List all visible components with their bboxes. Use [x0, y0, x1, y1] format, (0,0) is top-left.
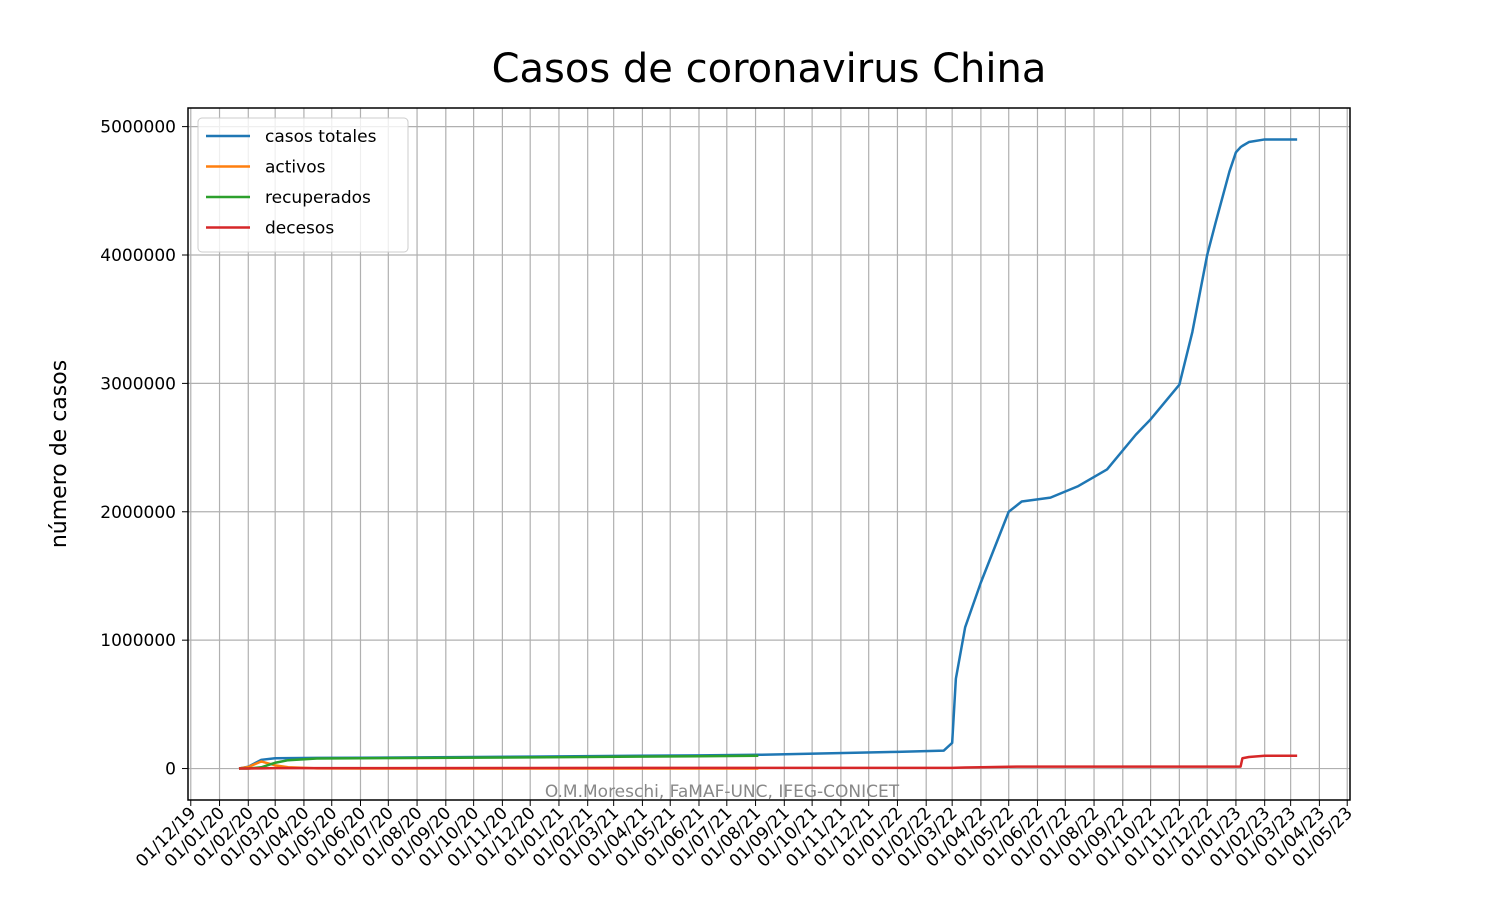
legend-box [197, 117, 409, 253]
lines [238, 138, 1298, 770]
legend-label: activos [265, 158, 326, 178]
series-line [239, 754, 1298, 770]
y-tick-label: 1000000 [100, 631, 176, 651]
watermark: O.M.Moreschi, FaMAF-UNC, IFEG-CONICET [545, 782, 900, 802]
chart-title: Casos de coronavirus China [492, 46, 1047, 92]
legend: casos totales activos recuperados decesos [197, 117, 409, 253]
legend-label: decesos [265, 219, 334, 239]
legend-label: recuperados [265, 188, 371, 208]
y-tick-label: 5000000 [100, 118, 176, 138]
y-tick-label: 3000000 [100, 374, 176, 394]
axes-frame [187, 107, 1351, 801]
legend-label: casos totales [265, 127, 377, 147]
y-tick-label: 0 [165, 760, 176, 780]
y-axis-label: número de casos [47, 360, 72, 548]
y-tick-label: 4000000 [100, 246, 176, 266]
y-tick-label: 2000000 [100, 503, 176, 523]
